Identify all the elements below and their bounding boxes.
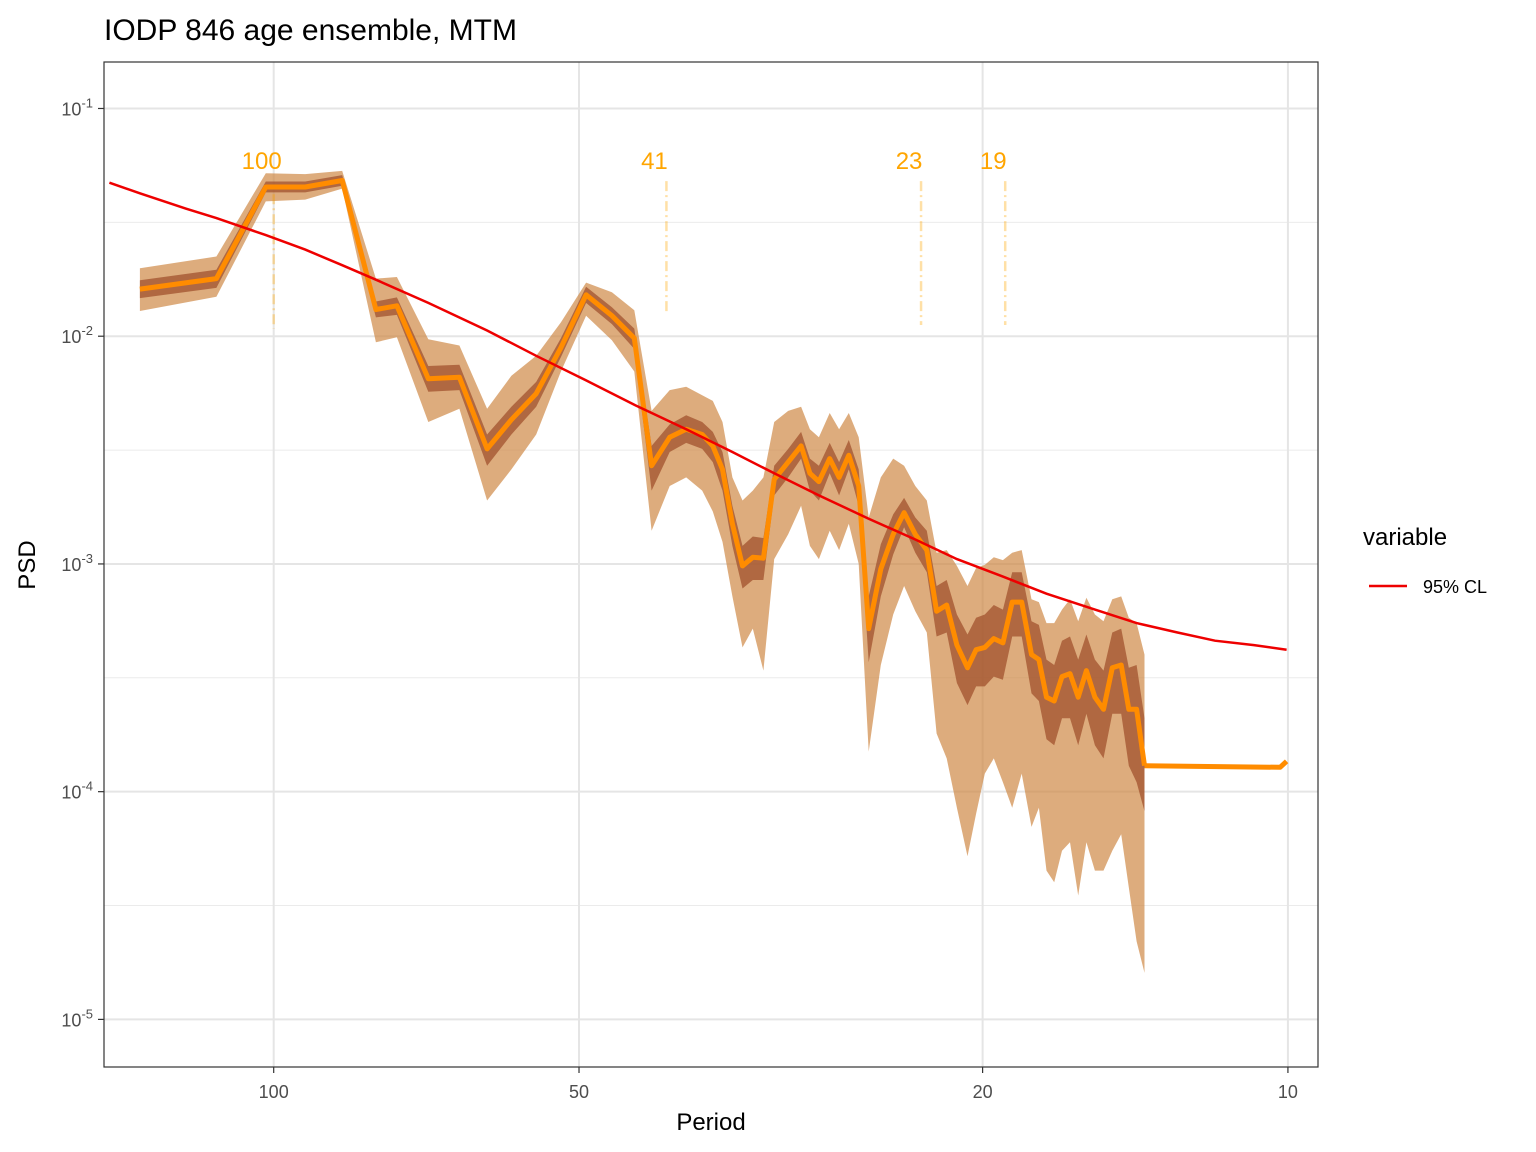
y-axis-title: PSD: [14, 540, 41, 589]
peak-label-23: 23: [896, 148, 923, 175]
peak-label-100: 100: [242, 148, 282, 175]
x-axis-title: Period: [676, 1109, 745, 1136]
x-axis-ticks: 100 50 20 10: [259, 1067, 1298, 1102]
x-tick-label: 20: [973, 1082, 993, 1102]
x-tick-label: 100: [259, 1082, 289, 1102]
peak-label-19: 19: [980, 148, 1007, 175]
peak-label-41: 41: [641, 148, 668, 175]
y-tick-label: 10-1: [61, 95, 93, 119]
chart-title: IODP 846 age ensemble, MTM: [104, 14, 517, 47]
cl-95-line: [108, 181, 1287, 651]
band-outer-layer: [139, 170, 1145, 973]
cl-layer: [108, 181, 1287, 651]
legend-title: variable: [1363, 524, 1447, 551]
y-tick-label: 10-2: [61, 323, 93, 347]
y-tick-label: 10-5: [61, 1006, 93, 1030]
legend: variable 95% CL: [1363, 524, 1487, 597]
median-spectrum-tail: [1144, 759, 1289, 770]
y-tick-label: 10-3: [61, 551, 93, 575]
x-tick-label: 50: [569, 1082, 589, 1102]
y-tick-label: 10-4: [61, 779, 93, 803]
median-spectrum-line: [139, 178, 1147, 767]
y-axis-ticks: 10-1 10-2 10-3 10-4 10-5: [61, 95, 104, 1030]
peak-layer: 100 41 23 19: [242, 148, 1007, 329]
legend-label-95-cl: 95% CL: [1423, 577, 1487, 597]
x-tick-label: 10: [1278, 1082, 1298, 1102]
uncertainty-band-outer: [139, 170, 1145, 973]
grid-lines: [104, 62, 1318, 1067]
median-layer: [139, 178, 1289, 770]
